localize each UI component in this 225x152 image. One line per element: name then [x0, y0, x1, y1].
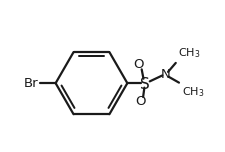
Text: Br: Br: [24, 77, 38, 90]
Text: S: S: [140, 77, 149, 92]
Text: CH$_3$: CH$_3$: [181, 85, 203, 99]
Text: N: N: [160, 68, 170, 81]
Text: O: O: [133, 58, 144, 71]
Text: CH$_3$: CH$_3$: [177, 46, 200, 60]
Text: O: O: [135, 95, 145, 108]
